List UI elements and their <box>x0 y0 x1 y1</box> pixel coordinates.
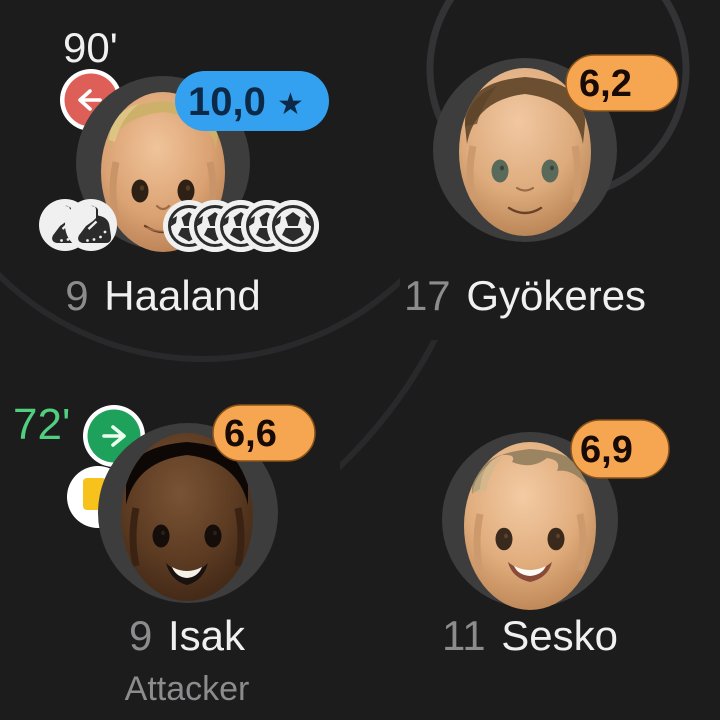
svg-text:6,9: 6,9 <box>580 429 633 471</box>
svg-text:6,6: 6,6 <box>224 413 277 455</box>
svg-text:★: ★ <box>277 88 304 121</box>
svg-text:6,2: 6,2 <box>579 63 632 105</box>
svg-text:10,0: 10,0 <box>188 80 266 124</box>
